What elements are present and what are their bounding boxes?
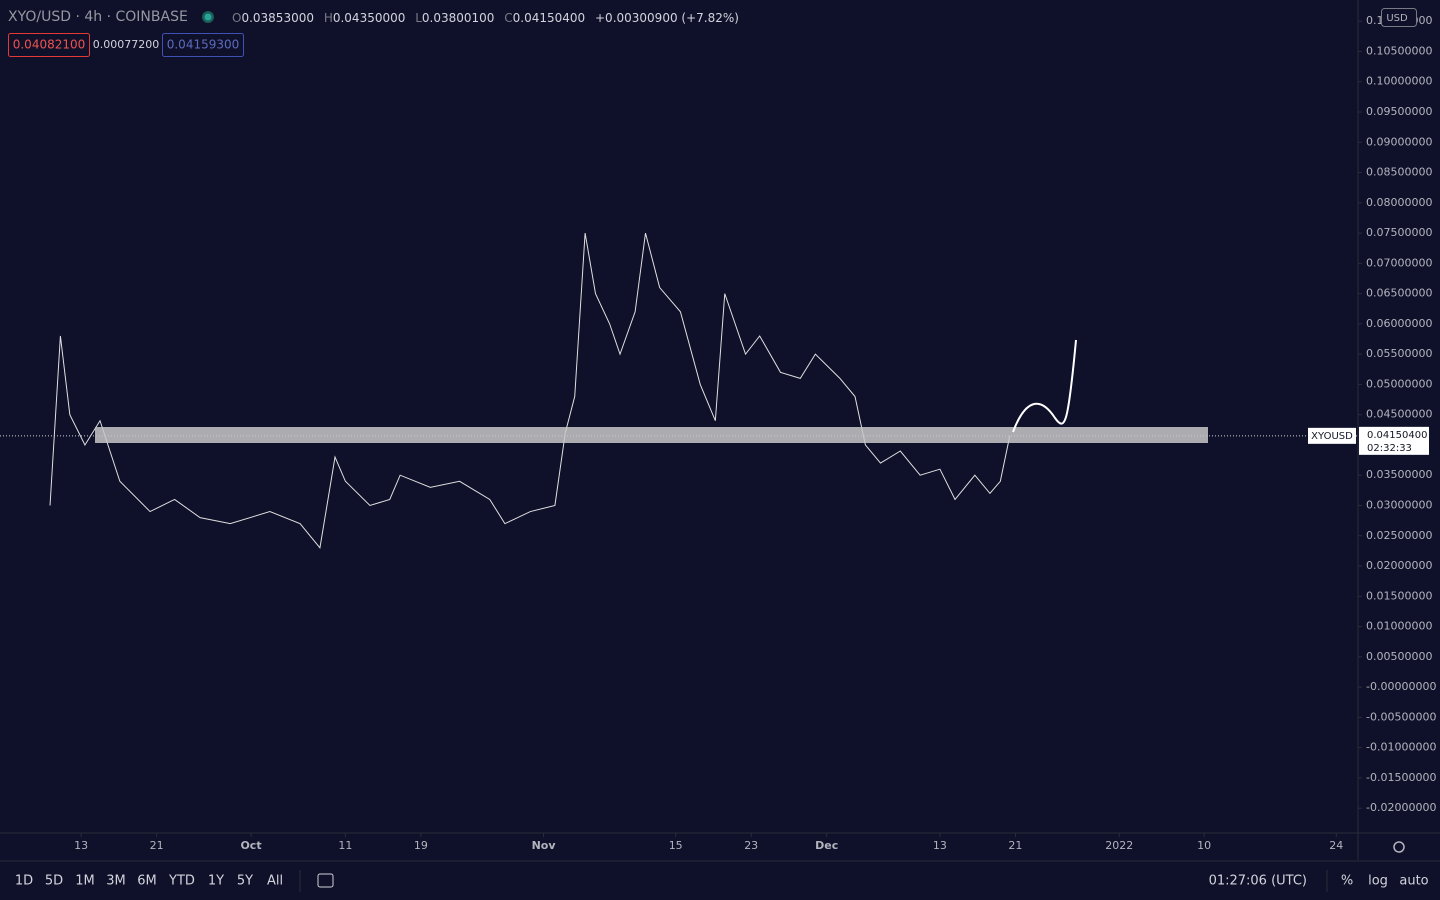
currency: USD xyxy=(1386,13,1408,24)
y-tick-label: -0.02000000 xyxy=(1366,801,1436,814)
x-tick-label: 21 xyxy=(1008,839,1022,852)
y-tick-label: -0.00500000 xyxy=(1366,710,1436,723)
price-tag xyxy=(1359,426,1429,455)
y-tick-label: -0.01500000 xyxy=(1366,771,1436,784)
value: 0.03853000 xyxy=(241,11,314,25)
x-tick-label: 2022 xyxy=(1105,839,1133,852)
bid: 0.04082100 xyxy=(13,38,86,52)
projection-drawing xyxy=(1012,339,1077,433)
percent-toggle[interactable]: % xyxy=(1341,874,1353,889)
countdown: 02:32:33 xyxy=(1367,443,1412,454)
x-tick-label: 11 xyxy=(338,839,352,852)
y-tick-label: 0.09500000 xyxy=(1366,105,1432,118)
value: 0.04350000 xyxy=(333,11,406,25)
x-tick-label: 15 xyxy=(669,839,683,852)
date-range-icon[interactable] xyxy=(317,873,334,888)
range-button[interactable]: 1D xyxy=(15,874,33,889)
y-tick-label: 0.10000000 xyxy=(1366,75,1432,88)
y-tick-label: 0.04500000 xyxy=(1366,408,1432,421)
x-tick-label: 13 xyxy=(933,839,947,852)
label: L xyxy=(415,11,422,25)
y-tick-label: 0.05500000 xyxy=(1366,347,1432,360)
y-tick-label: 0.06000000 xyxy=(1366,317,1432,330)
support-zone xyxy=(95,427,1208,443)
symbol-tag xyxy=(1308,427,1356,444)
clock: 01:27:06 (UTC) xyxy=(1209,874,1307,889)
range-button[interactable]: 5D xyxy=(45,874,63,889)
range-button[interactable]: 3M xyxy=(106,874,126,889)
y-tick-label: 0.07000000 xyxy=(1366,256,1432,269)
x-tick-label: Nov xyxy=(532,839,557,852)
y-tick-label: 0.02500000 xyxy=(1366,529,1432,542)
x-tick-label: Oct xyxy=(240,839,261,852)
symbol-tag-text: XYOUSD xyxy=(1311,431,1353,442)
y-tick-label: 0.01500000 xyxy=(1366,589,1432,602)
spread: 0.00077200 xyxy=(93,38,159,51)
x-tick-label: 13 xyxy=(74,839,88,852)
y-tick-label: 0.03000000 xyxy=(1366,498,1432,511)
price-line xyxy=(49,232,1011,550)
x-tick-label: 10 xyxy=(1197,839,1211,852)
ask: 0.04159300 xyxy=(167,38,240,52)
symbol: XYO/USD · 4h · COINBASE xyxy=(8,9,188,25)
ask-box[interactable] xyxy=(162,33,244,57)
y-tick-label: 0.00500000 xyxy=(1366,650,1432,663)
range-button[interactable]: 1Y xyxy=(208,874,224,889)
value: 0.04150400 xyxy=(513,11,586,25)
label: O xyxy=(232,11,241,25)
y-tick-label: 0.08500000 xyxy=(1366,166,1432,179)
x-tick-label: 19 xyxy=(414,839,428,852)
range-button[interactable]: 1M xyxy=(75,874,95,889)
x-tick-label: Dec xyxy=(815,839,838,852)
price-tag-text: 0.04150400 xyxy=(1367,430,1427,441)
auto-toggle[interactable]: auto xyxy=(1399,874,1428,889)
range-button[interactable]: All xyxy=(267,874,283,889)
label: C xyxy=(504,11,512,25)
y-tick-label: 0.02000000 xyxy=(1366,559,1432,572)
label: H xyxy=(324,11,333,25)
range-button[interactable]: 5Y xyxy=(237,874,253,889)
y-tick-label: 0.08000000 xyxy=(1366,196,1432,209)
x-tick-label: 24 xyxy=(1329,839,1343,852)
y-tick-label: 0.09000000 xyxy=(1366,135,1432,148)
change: +0.00300900 (+7.82%) xyxy=(595,11,739,25)
y-tick-label: 0.07500000 xyxy=(1366,226,1432,239)
x-tick-label: 23 xyxy=(744,839,758,852)
status-dot xyxy=(204,13,212,21)
y-tick-label: 0.06500000 xyxy=(1366,287,1432,300)
y-tick-label: -0.01000000 xyxy=(1366,741,1436,754)
ohlc: O0.03853000 H0.04350000 L0.03800100 C0.0… xyxy=(232,11,739,25)
y-tick-label: -0.00000000 xyxy=(1366,680,1436,693)
settings-icon[interactable] xyxy=(1393,841,1405,853)
x-tick-label: 21 xyxy=(150,839,164,852)
y-tick-label: 0.03500000 xyxy=(1366,468,1432,481)
y-tick-label: 0.01000000 xyxy=(1366,620,1432,633)
y-tick-label: 0.05000000 xyxy=(1366,377,1432,390)
bid-box[interactable] xyxy=(8,33,90,57)
currency-button[interactable] xyxy=(1381,8,1417,27)
range-button[interactable]: YTD xyxy=(168,874,195,889)
log-toggle[interactable]: log xyxy=(1368,874,1388,889)
y-tick-label: 0.10500000 xyxy=(1366,44,1432,57)
range-button[interactable]: 6M xyxy=(137,874,157,889)
value: 0.03800100 xyxy=(422,11,495,25)
